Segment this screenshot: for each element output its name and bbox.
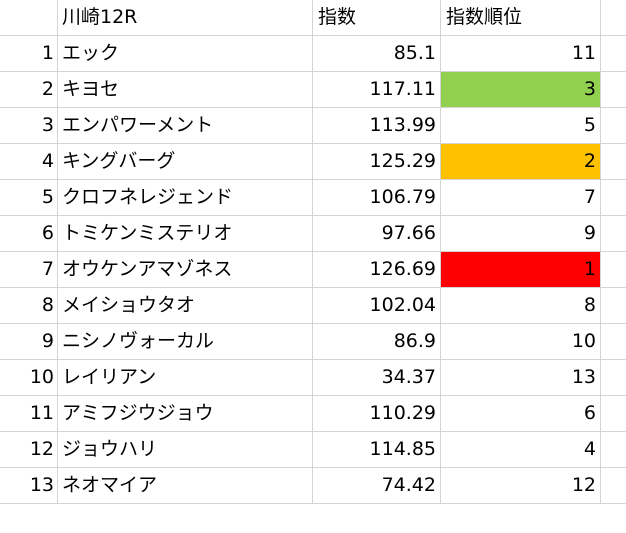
table-row: 9 ニシノヴォーカル 86.9 10 — [0, 324, 626, 360]
index-header-cell[interactable]: 指数 — [313, 0, 441, 36]
index-value-cell[interactable]: 126.69 — [313, 252, 441, 288]
row-number-cell[interactable]: 5 — [0, 180, 58, 216]
rank-value-cell[interactable]: 10 — [441, 324, 601, 360]
row-number-cell[interactable]: 10 — [0, 360, 58, 396]
horse-name-cell[interactable]: クロフネレジェンド — [58, 180, 313, 216]
horse-name-cell[interactable]: ジョウハリ — [58, 432, 313, 468]
table-row: 3 エンパワーメント 113.99 5 — [0, 108, 626, 144]
table-row: 7 オウケンアマゾネス 126.69 1 — [0, 252, 626, 288]
horse-name-cell[interactable]: エンパワーメント — [58, 108, 313, 144]
empty-cell[interactable] — [601, 360, 626, 396]
empty-cell[interactable] — [601, 180, 626, 216]
table-row: 11 アミフジウジョウ 110.29 6 — [0, 396, 626, 432]
horse-name-cell[interactable]: メイショウタオ — [58, 288, 313, 324]
table-row: 6 トミケンミステリオ 97.66 9 — [0, 216, 626, 252]
rank-value-cell[interactable]: 6 — [441, 396, 601, 432]
header-row: 川崎12R 指数 指数順位 — [0, 0, 626, 36]
race-title-cell[interactable]: 川崎12R — [58, 0, 313, 36]
horse-name-cell[interactable]: ニシノヴォーカル — [58, 324, 313, 360]
rank-value-cell[interactable]: 7 — [441, 180, 601, 216]
index-value-cell[interactable]: 114.85 — [313, 432, 441, 468]
row-number-cell[interactable]: 2 — [0, 72, 58, 108]
table-row: 13 ネオマイア 74.42 12 — [0, 468, 626, 504]
index-value-cell[interactable]: 125.29 — [313, 144, 441, 180]
index-value-cell[interactable]: 85.1 — [313, 36, 441, 72]
row-number-cell[interactable]: 6 — [0, 216, 58, 252]
horse-name-cell[interactable]: オウケンアマゾネス — [58, 252, 313, 288]
table-row: 2 キヨセ 117.11 3 — [0, 72, 626, 108]
index-value-cell[interactable]: 74.42 — [313, 468, 441, 504]
row-number-cell[interactable]: 4 — [0, 144, 58, 180]
rank-value-cell[interactable]: 5 — [441, 108, 601, 144]
horse-name-cell[interactable]: アミフジウジョウ — [58, 396, 313, 432]
empty-cell[interactable] — [601, 0, 626, 36]
rank-value-cell[interactable]: 2 — [441, 144, 601, 180]
empty-cell[interactable] — [601, 432, 626, 468]
index-value-cell[interactable]: 117.11 — [313, 72, 441, 108]
empty-cell[interactable] — [601, 252, 626, 288]
row-number-cell[interactable]: 12 — [0, 432, 58, 468]
rank-value-cell[interactable]: 12 — [441, 468, 601, 504]
rank-value-cell[interactable]: 13 — [441, 360, 601, 396]
rank-value-cell[interactable]: 4 — [441, 432, 601, 468]
empty-cell[interactable] — [601, 108, 626, 144]
horse-name-cell[interactable]: キングバーグ — [58, 144, 313, 180]
rank-value-cell[interactable]: 9 — [441, 216, 601, 252]
empty-cell[interactable] — [601, 468, 626, 504]
table-row: 1 エック 85.1 11 — [0, 36, 626, 72]
table-row: 8 メイショウタオ 102.04 8 — [0, 288, 626, 324]
index-value-cell[interactable]: 34.37 — [313, 360, 441, 396]
row-number-cell[interactable]: 7 — [0, 252, 58, 288]
rank-value-cell[interactable]: 3 — [441, 72, 601, 108]
index-value-cell[interactable]: 86.9 — [313, 324, 441, 360]
empty-cell[interactable] — [601, 324, 626, 360]
rank-value-cell[interactable]: 8 — [441, 288, 601, 324]
row-number-cell[interactable]: 13 — [0, 468, 58, 504]
index-value-cell[interactable]: 97.66 — [313, 216, 441, 252]
index-value-cell[interactable]: 113.99 — [313, 108, 441, 144]
empty-cell[interactable] — [601, 36, 626, 72]
empty-cell[interactable] — [601, 72, 626, 108]
table-row: 5 クロフネレジェンド 106.79 7 — [0, 180, 626, 216]
index-value-cell[interactable]: 110.29 — [313, 396, 441, 432]
row-number-cell[interactable]: 11 — [0, 396, 58, 432]
table-row: 4 キングバーグ 125.29 2 — [0, 144, 626, 180]
empty-cell[interactable] — [601, 144, 626, 180]
horse-name-cell[interactable]: キヨセ — [58, 72, 313, 108]
index-value-cell[interactable]: 102.04 — [313, 288, 441, 324]
index-value-cell[interactable]: 106.79 — [313, 180, 441, 216]
horse-name-cell[interactable]: エック — [58, 36, 313, 72]
row-number-cell[interactable]: 9 — [0, 324, 58, 360]
table-row: 12 ジョウハリ 114.85 4 — [0, 432, 626, 468]
header-number-cell[interactable] — [0, 0, 58, 36]
empty-cell[interactable] — [601, 288, 626, 324]
rank-value-cell[interactable]: 11 — [441, 36, 601, 72]
rank-value-cell[interactable]: 1 — [441, 252, 601, 288]
row-number-cell[interactable]: 1 — [0, 36, 58, 72]
horse-name-cell[interactable]: ネオマイア — [58, 468, 313, 504]
row-number-cell[interactable]: 8 — [0, 288, 58, 324]
table-row: 10 レイリアン 34.37 13 — [0, 360, 626, 396]
rank-header-cell[interactable]: 指数順位 — [441, 0, 601, 36]
horse-name-cell[interactable]: レイリアン — [58, 360, 313, 396]
empty-cell[interactable] — [601, 216, 626, 252]
empty-cell[interactable] — [601, 396, 626, 432]
row-number-cell[interactable]: 3 — [0, 108, 58, 144]
horse-name-cell[interactable]: トミケンミステリオ — [58, 216, 313, 252]
